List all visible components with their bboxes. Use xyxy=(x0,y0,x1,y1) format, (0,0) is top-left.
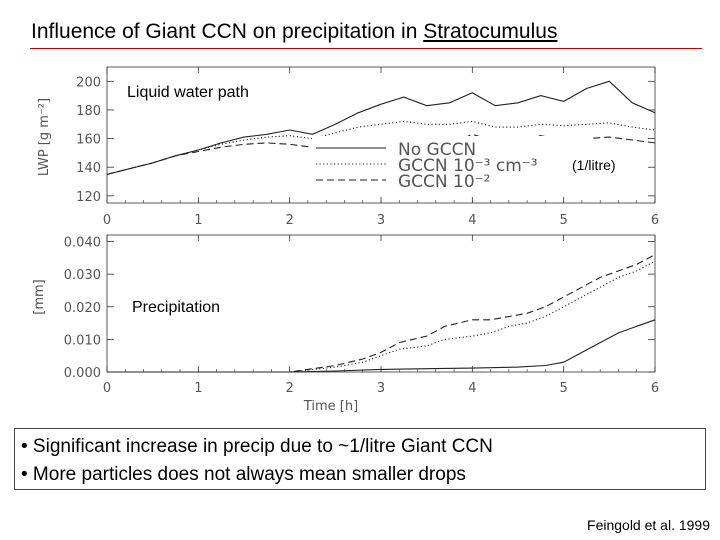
y-tick-label: 0.040 xyxy=(64,236,101,251)
x-tick-label: 0 xyxy=(103,381,111,396)
precip-chart: 0 1 2 3 4 5 6 0.000 0.010 0.020 0.030 0.040 [mm] Time… xyxy=(32,234,659,414)
lwp-chart: 0 1 2 3 4 5 6 120 140 160 180 200 LWP [g m⁻²] Liquid … xyxy=(37,66,659,228)
y-tick-label: 0.010 xyxy=(64,333,101,348)
panel-label: Precipitation xyxy=(132,299,220,316)
bullet-2: • More particles does not always mean sm… xyxy=(21,464,466,485)
slide-title-main: Influence of Giant CCN on precipitation … xyxy=(31,20,424,43)
x-tick-label: 6 xyxy=(651,213,659,228)
slide-title: Influence of Giant CCN on precipitation … xyxy=(31,20,557,44)
series-line-3 xyxy=(107,254,656,373)
legend-label-3: GCCN 10⁻² xyxy=(398,172,490,192)
citation: Feingold et al. 1999 xyxy=(587,517,710,533)
y-axis-label: LWP [g m⁻²] xyxy=(37,98,52,176)
legend-note: (1/litre) xyxy=(572,157,616,173)
y-axis-label: [mm] xyxy=(32,279,47,314)
x-tick-label: 1 xyxy=(194,213,202,228)
legend-label-1: No GCCN xyxy=(398,140,476,160)
x-tick-label: 6 xyxy=(651,381,659,396)
y-tick-label: 120 xyxy=(76,190,101,205)
x-tick-label: 1 xyxy=(194,381,202,396)
y-tick-label: 0.030 xyxy=(64,268,101,283)
x-tick-label: 3 xyxy=(377,213,385,228)
series-line-2 xyxy=(106,120,656,175)
x-tick-label: 2 xyxy=(286,381,294,396)
slide-title-underlined: Stratocumulus xyxy=(423,20,558,43)
legend-label-2: GCCN 10⁻³ cm⁻³ xyxy=(398,156,538,176)
y-tick-label: 180 xyxy=(76,104,101,119)
y-tick-label: 160 xyxy=(76,133,101,148)
y-tick-label: 140 xyxy=(76,161,101,176)
y-tick-label: 200 xyxy=(76,75,101,90)
panel-label: Liquid water path xyxy=(127,84,249,101)
x-tick-label: 3 xyxy=(377,381,385,396)
x-tick-label: 4 xyxy=(468,381,476,396)
title-rule xyxy=(30,48,702,49)
x-axis-label: Time [h] xyxy=(303,399,358,414)
x-tick-label: 5 xyxy=(560,213,568,228)
y-tick-label: 0.000 xyxy=(64,366,101,381)
x-tick-label: 4 xyxy=(468,213,476,228)
x-tick-label: 5 xyxy=(560,381,568,396)
series-line-2 xyxy=(107,260,656,373)
series-line-1 xyxy=(107,319,656,373)
x-tick-label: 2 xyxy=(286,213,294,228)
legend-box xyxy=(312,136,592,192)
y-tick-label: 0.020 xyxy=(64,301,101,316)
bullet-box: • Significant increase in precip due to … xyxy=(14,428,706,490)
x-tick-label: 0 xyxy=(103,213,111,228)
bullet-1: • Significant increase in precip due to … xyxy=(21,436,493,457)
